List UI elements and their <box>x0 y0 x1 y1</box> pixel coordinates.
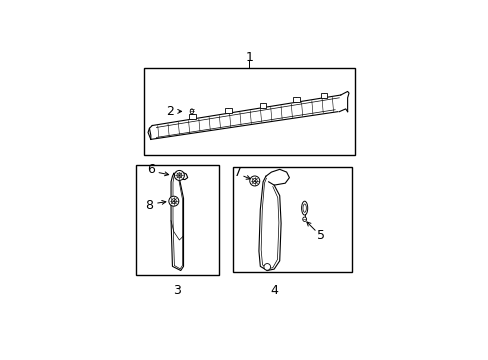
Bar <box>143 68 354 156</box>
Circle shape <box>249 176 259 186</box>
Bar <box>292 97 299 102</box>
Ellipse shape <box>302 217 306 221</box>
Text: 7: 7 <box>233 166 242 179</box>
Circle shape <box>174 170 184 180</box>
Ellipse shape <box>301 201 307 215</box>
Circle shape <box>177 173 182 178</box>
Text: 6: 6 <box>147 163 155 176</box>
Text: 2: 2 <box>166 105 174 118</box>
Circle shape <box>168 196 179 206</box>
Text: 4: 4 <box>270 284 278 297</box>
Circle shape <box>264 264 270 270</box>
Text: 5: 5 <box>316 229 325 242</box>
Bar <box>232 167 351 272</box>
Bar <box>189 114 195 119</box>
Text: 8: 8 <box>144 199 153 212</box>
Bar <box>135 165 218 275</box>
Bar <box>259 103 266 108</box>
Text: 1: 1 <box>245 50 253 64</box>
Bar <box>224 108 231 113</box>
Circle shape <box>171 199 176 204</box>
Ellipse shape <box>303 204 305 212</box>
Ellipse shape <box>190 109 193 114</box>
Text: 3: 3 <box>173 284 181 297</box>
Circle shape <box>252 179 257 184</box>
Bar <box>320 93 327 98</box>
